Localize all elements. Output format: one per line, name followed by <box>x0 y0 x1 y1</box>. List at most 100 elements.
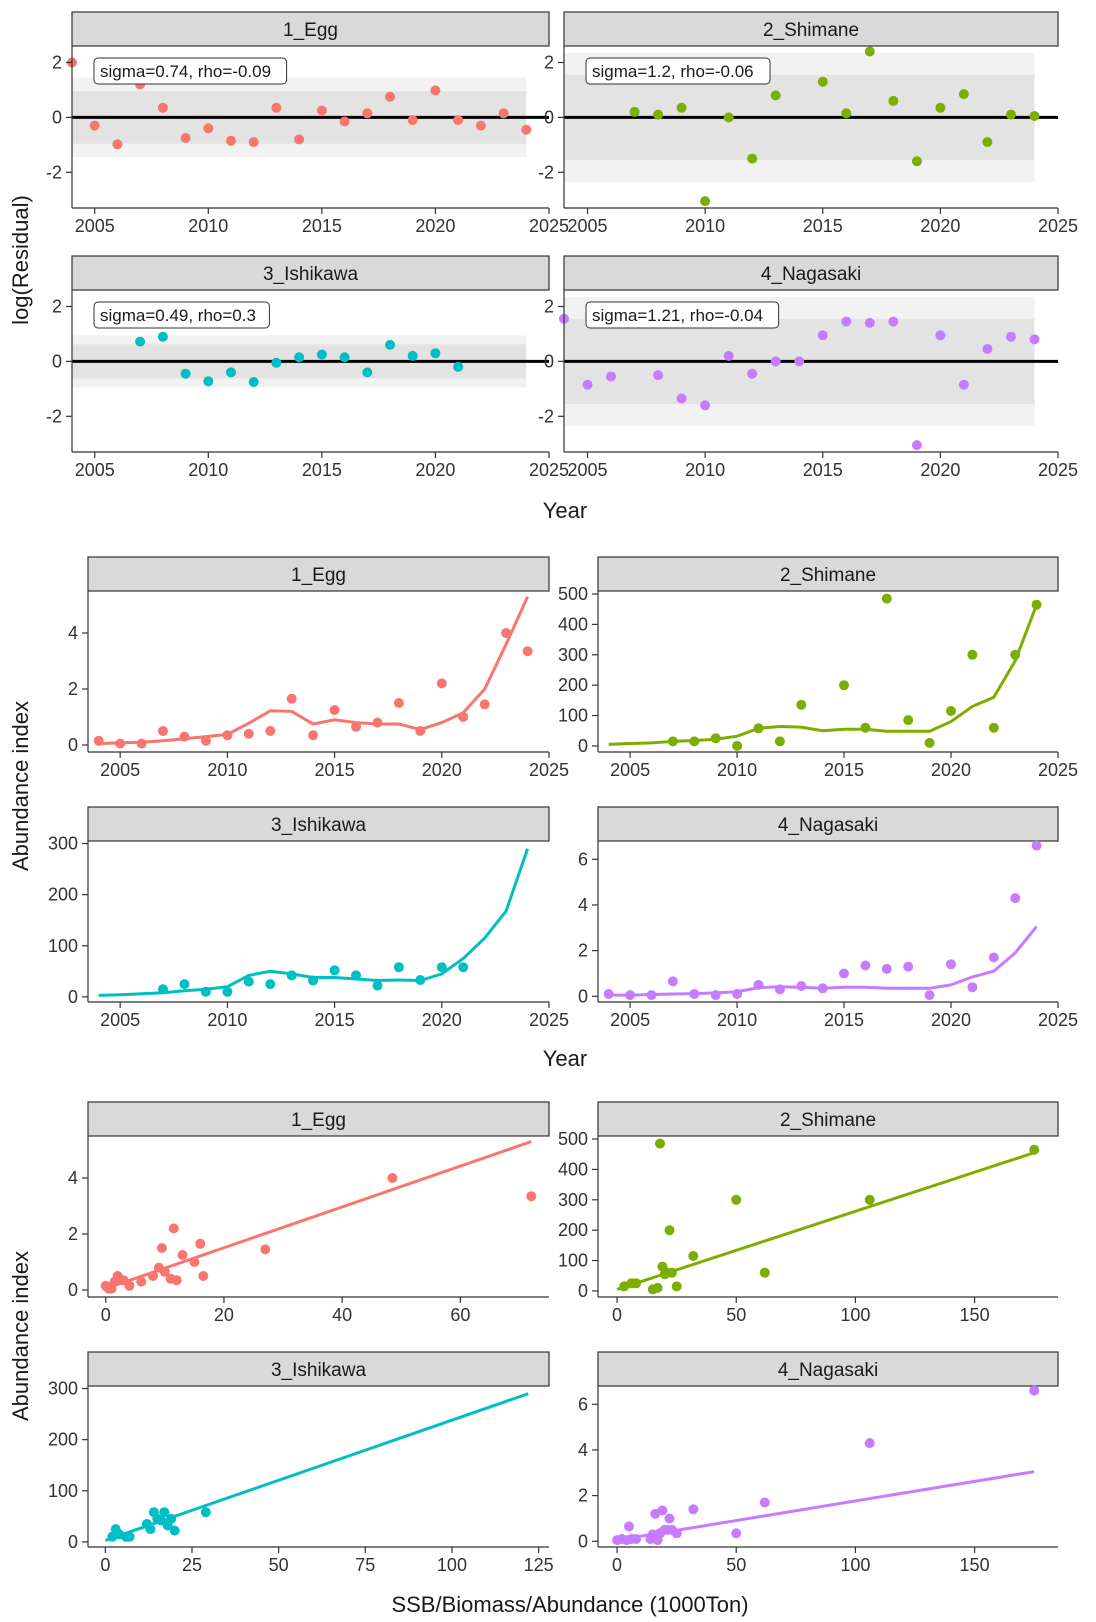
x-tick-label: 150 <box>960 1555 990 1575</box>
annotation-box <box>585 57 771 85</box>
data-point <box>731 1194 742 1205</box>
data-point <box>248 137 259 148</box>
data-point <box>653 370 664 381</box>
data-point <box>935 330 946 341</box>
x-tick-label: 2025 <box>529 216 569 236</box>
x-axis-title: Year <box>543 1046 587 1071</box>
data-point <box>145 1524 156 1535</box>
data-point <box>629 106 640 117</box>
y-tick-label: 0 <box>544 107 554 127</box>
y-tick-label: 2 <box>578 941 588 961</box>
data-point <box>653 109 664 120</box>
data-point <box>1029 111 1040 121</box>
y-tick-label: 200 <box>48 1430 78 1450</box>
data-point <box>124 1531 135 1542</box>
data-point <box>1031 840 1042 851</box>
data-point <box>911 440 922 451</box>
data-point <box>753 979 764 990</box>
data-point <box>864 46 875 57</box>
data-point <box>407 350 418 361</box>
x-tick-label: 0 <box>612 1555 622 1575</box>
y-tick-label: 100 <box>48 1481 78 1501</box>
panel-background <box>598 1386 1058 1547</box>
data-point <box>453 361 464 372</box>
data-point <box>935 102 946 113</box>
data-point <box>864 1438 875 1449</box>
data-point <box>155 1515 166 1526</box>
data-point <box>710 733 721 744</box>
series-line <box>616 1470 1035 1542</box>
x-tick-label: 2015 <box>824 760 864 780</box>
x-tick-label: 25 <box>182 1555 202 1575</box>
data-point <box>688 1251 699 1261</box>
x-tick-label: 0 <box>101 1305 111 1325</box>
data-point <box>522 646 533 657</box>
data-point <box>664 1225 675 1236</box>
data-point <box>226 135 236 146</box>
facet-label: 4_Nagasaki <box>778 1360 878 1381</box>
facet-label: 2_Shimane <box>780 565 876 586</box>
data-point <box>351 721 361 732</box>
data-point <box>911 156 922 167</box>
data-point <box>136 738 147 749</box>
x-tick-label: 125 <box>524 1555 554 1575</box>
data-point <box>158 726 168 736</box>
y-tick-label: 0 <box>52 107 62 127</box>
data-point <box>625 990 636 1001</box>
data-point <box>265 726 276 736</box>
data-point <box>195 1238 206 1249</box>
data-point <box>526 1191 537 1202</box>
data-point <box>958 89 969 100</box>
panel-background <box>88 591 549 752</box>
y-tick-label: 6 <box>578 849 588 869</box>
facet-label: 1_Egg <box>283 20 338 41</box>
x-tick-label: 50 <box>726 1305 746 1325</box>
x-tick-label: 2005 <box>610 1010 650 1030</box>
facet-strip <box>87 556 550 592</box>
data-point <box>631 1278 642 1289</box>
data-point <box>498 108 509 119</box>
data-point <box>430 85 441 96</box>
data-point <box>136 1276 147 1287</box>
x-tick-label: 2025 <box>529 460 569 480</box>
data-point <box>271 357 282 368</box>
x-tick-label: 2005 <box>75 216 115 236</box>
y-tick-label: 400 <box>558 614 588 634</box>
data-point <box>603 989 614 999</box>
data-point <box>888 316 899 327</box>
data-point <box>89 120 100 131</box>
data-point <box>1029 1385 1040 1396</box>
y-tick-label: 2 <box>52 52 62 72</box>
data-point <box>759 1267 770 1278</box>
annotation-label: sigma=1.2, rho=-0.06 <box>592 62 754 81</box>
data-point <box>430 348 441 359</box>
x-tick-label: 2010 <box>207 760 247 780</box>
data-point <box>243 728 254 739</box>
y-tick-label: -2 <box>46 162 62 182</box>
y-tick-label: 100 <box>48 936 78 956</box>
annotation-box <box>93 301 270 329</box>
y-tick-label: 0 <box>578 736 588 756</box>
y-tick-label: 200 <box>558 1220 588 1240</box>
data-point <box>135 336 146 347</box>
data-point <box>159 1507 170 1518</box>
x-tick-label: 2010 <box>685 216 725 236</box>
data-point <box>732 740 743 751</box>
x-tick-label: 2015 <box>824 1010 864 1030</box>
y-tick-label: 4 <box>68 1168 78 1188</box>
x-tick-label: 2015 <box>302 216 342 236</box>
data-point <box>316 105 327 116</box>
data-point <box>385 339 395 350</box>
y-tick-label: 300 <box>48 834 78 854</box>
facet-label: 3_Ishikawa <box>263 264 358 285</box>
y-tick-label: 4 <box>578 1440 588 1460</box>
y-tick-label: 0 <box>68 735 78 755</box>
x-tick-label: 40 <box>332 1305 352 1325</box>
y-tick-label: -2 <box>538 406 554 426</box>
annotation-label: sigma=0.49, rho=0.3 <box>100 306 256 325</box>
x-tick-label: 2010 <box>685 460 725 480</box>
data-point <box>124 1280 135 1291</box>
data-point <box>676 393 687 404</box>
x-tick-label: 2005 <box>610 760 650 780</box>
data-point <box>157 331 168 342</box>
